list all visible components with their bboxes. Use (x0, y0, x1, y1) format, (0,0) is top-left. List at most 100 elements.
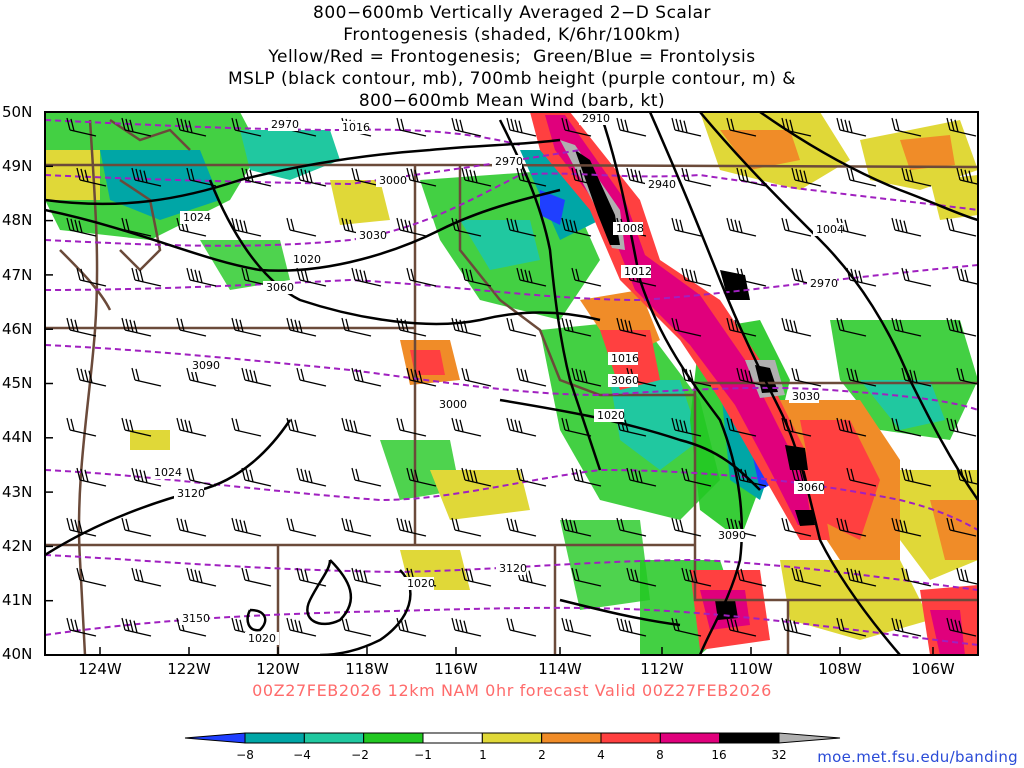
lon-label: 112W (640, 660, 684, 678)
wind-barb (671, 417, 702, 437)
wind-barb (846, 367, 877, 387)
wind-barb (956, 267, 978, 285)
wind-barb (406, 267, 437, 287)
wind-barb (76, 267, 107, 287)
wind-barb (351, 467, 382, 487)
wind-barb (406, 167, 437, 187)
height-label-text: 3060 (611, 374, 639, 387)
wind-barb (736, 367, 767, 387)
wind-barb (451, 517, 482, 537)
lon-label: 110W (729, 660, 773, 678)
wind-barb (186, 267, 217, 287)
wind-barb (561, 217, 592, 237)
height-label-text: 3000 (439, 398, 467, 411)
wind-barb (626, 467, 657, 487)
wind-barb (836, 417, 867, 437)
height-label: 3060 (608, 374, 639, 387)
wind-barb (571, 267, 602, 287)
wind-barb (66, 217, 97, 237)
colorbar-label: 8 (656, 748, 664, 762)
wind-barb (231, 117, 262, 137)
mslp-label: 1024 (180, 211, 211, 224)
wind-barb (561, 617, 592, 637)
wind-barb (946, 217, 977, 237)
height-label: 3150 (179, 612, 210, 625)
title-line: 800−600mb Vertically Averaged 2−D Scalar (313, 3, 711, 23)
wind-barb (66, 517, 97, 537)
height-label: 2970 (807, 277, 838, 290)
wind-barb (726, 417, 757, 437)
mslp-label: 1020 (404, 577, 435, 590)
wind-barb (736, 167, 767, 187)
wind-barb (781, 317, 812, 337)
colorbar-segment (541, 732, 602, 744)
colorbar-label: −4 (293, 748, 311, 762)
lat-label: 47N (2, 266, 33, 284)
wind-barb (616, 317, 647, 337)
mslp-label-text: 1024 (154, 466, 182, 479)
wind-barb (296, 467, 327, 487)
colorbar-segment (184, 732, 246, 744)
lon-label: 122W (167, 660, 211, 678)
wind-barb (901, 267, 932, 287)
wind-barb (461, 567, 492, 587)
lon-label: 124W (78, 660, 122, 678)
wind-barb (671, 217, 702, 237)
wind-barb (616, 617, 647, 637)
wind-barb (791, 167, 822, 187)
wind-barb (341, 417, 372, 437)
colorbar-segment (244, 732, 305, 744)
mslp-label: 1020 (594, 409, 625, 422)
colorbar-segment (778, 732, 841, 744)
wind-barb (66, 617, 97, 637)
wind-barb (681, 467, 712, 487)
wind-barb (671, 117, 702, 137)
wind-barb (76, 167, 107, 187)
wind-barb (516, 267, 547, 287)
wind-barb (681, 267, 712, 287)
wind-barb (781, 617, 812, 637)
wind-barb (186, 167, 217, 187)
wind-barb (726, 317, 757, 337)
height-label-text: 3090 (718, 529, 746, 542)
mslp-label: 1016 (339, 121, 370, 134)
wind-barb (726, 617, 757, 637)
wind-barb (846, 567, 877, 587)
wind-barb (296, 567, 327, 587)
lat-label: 42N (2, 537, 33, 555)
height-label: 3060 (263, 281, 294, 294)
lat-label: 44N (2, 428, 33, 446)
wind-barb (836, 117, 867, 137)
wind-barb (561, 417, 592, 437)
wind-barb (461, 167, 492, 187)
lon-label: 114W (538, 660, 582, 678)
wind-barb (671, 517, 702, 537)
wind-barb (76, 467, 107, 487)
wind-barb (516, 467, 547, 487)
axis-ticks (45, 111, 934, 656)
wind-barb (461, 367, 492, 387)
mslp-label-text: 1016 (342, 121, 370, 134)
height-label-text: 3030 (792, 390, 820, 403)
mslp-label-text: 1020 (248, 632, 276, 645)
wind-barb (66, 417, 97, 437)
wind-barb (131, 567, 162, 587)
mslp-label-text: 1016 (611, 352, 639, 365)
wind-barb (131, 167, 162, 187)
wind-barb (351, 567, 382, 587)
colorbar-label: −2 (351, 748, 369, 762)
map-plot-area: 1024 1020 1016 1012 1008 1004 1024 1020 … (45, 112, 978, 655)
colorbar-segment (481, 732, 543, 744)
wind-barb (451, 117, 482, 137)
wind-barb (781, 117, 812, 137)
colorbar-label: 4 (597, 748, 605, 762)
credit-link[interactable]: moe.met.fsu.edu/banding (817, 748, 1018, 766)
wind-barb (681, 567, 712, 587)
height-label-text: 3030 (359, 229, 387, 242)
wind-barb (736, 267, 767, 287)
title-line: 800−600mb Mean Wind (barb, kt) (358, 91, 666, 111)
wind-barb (791, 367, 822, 387)
wind-barb (736, 567, 767, 587)
wind-barb (901, 567, 932, 587)
